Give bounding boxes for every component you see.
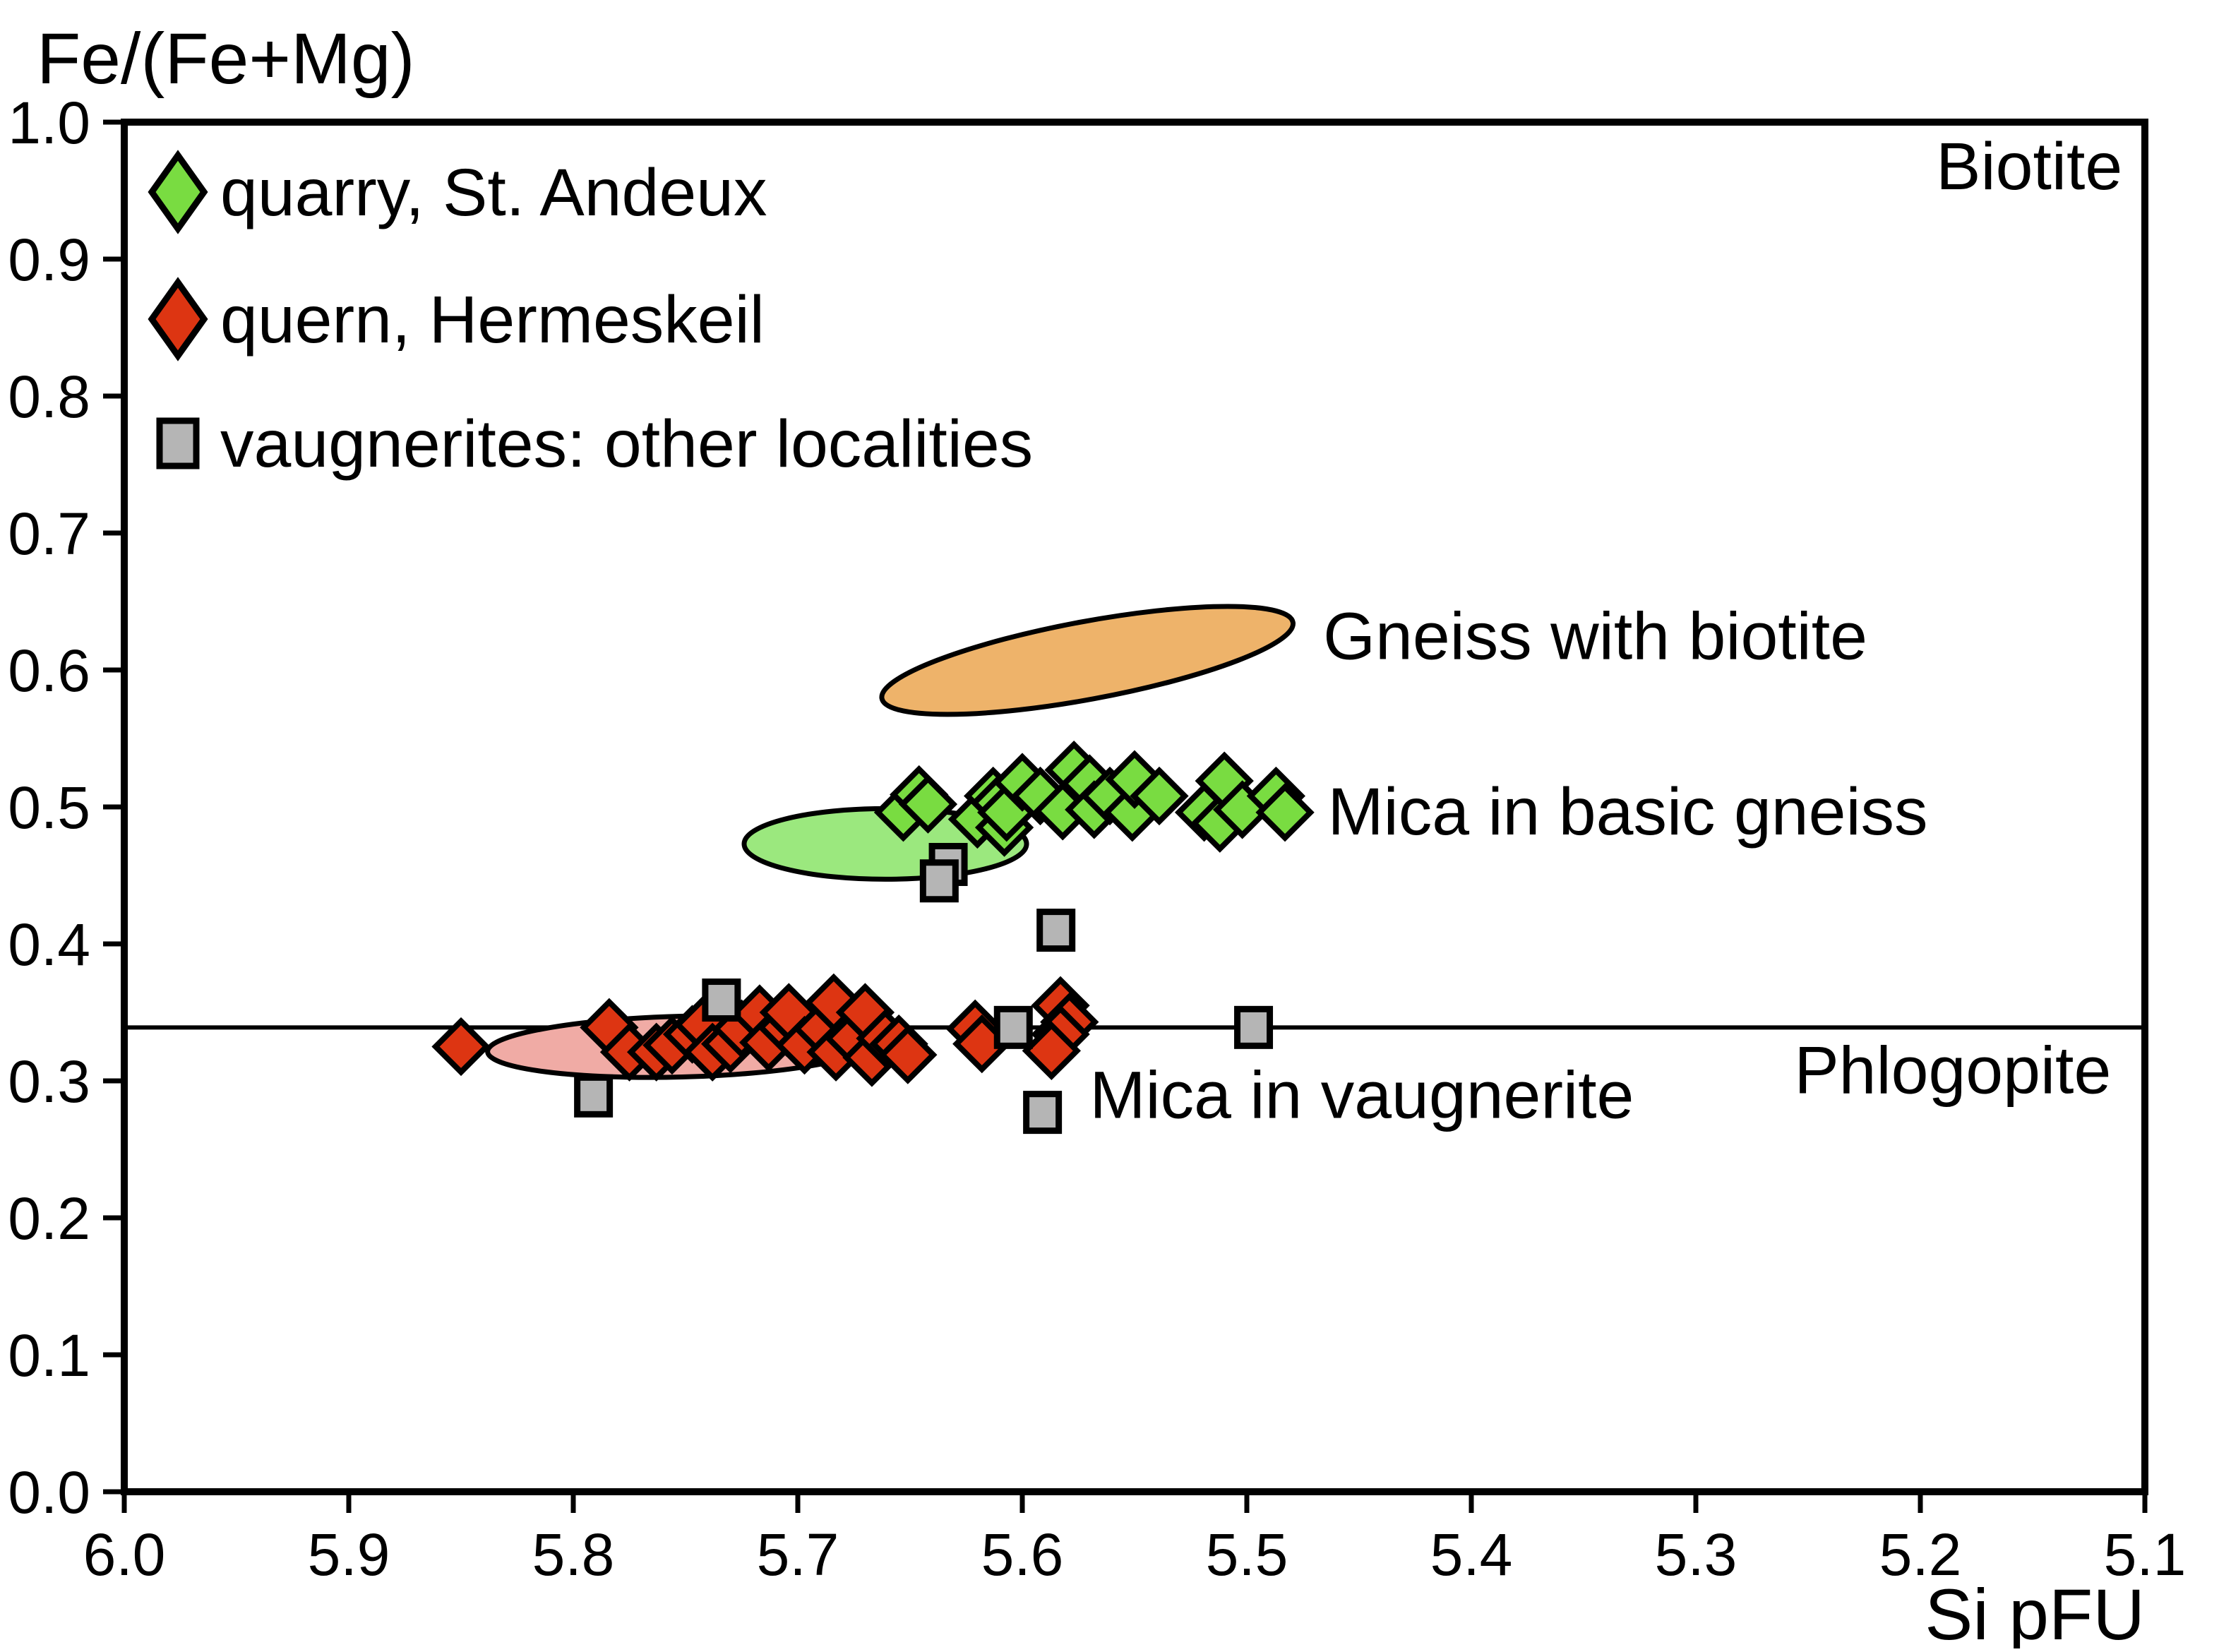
y-tick-label: 0.0: [8, 1459, 90, 1526]
x-tick-label: 5.2: [1879, 1521, 1962, 1588]
legend-label: quern, Hermeskeil: [220, 282, 765, 357]
annotation-biotite: Biotite: [1936, 129, 2122, 204]
axis-titles-layer: Fe/(Fe+Mg) Si pFU: [37, 18, 2145, 1652]
y-tick-label: 1.0: [8, 90, 90, 156]
x-tick-label: 5.7: [757, 1521, 839, 1588]
y-tick-label: 0.4: [8, 911, 90, 978]
legend-marker-diamond: [148, 150, 208, 234]
legend-marker-square: [156, 417, 200, 469]
x-axis-title: Si pFU: [1925, 1574, 2145, 1648]
data-point-vaugnerite-other: [993, 1005, 1033, 1049]
data-point-vaugnerite-other: [574, 1074, 614, 1118]
data-point-quern-hermeskeil: [431, 1017, 491, 1077]
data-point-vaugnerite-other: [1234, 1005, 1274, 1049]
x-tick-label: 5.9: [308, 1521, 390, 1588]
x-tick-label: 5.8: [532, 1521, 615, 1588]
y-tick-label: 0.7: [8, 501, 90, 567]
y-tick-label: 0.6: [8, 638, 90, 704]
annotations-layer: Biotite Phlogopite Gneiss with biotite Mica…: [1089, 129, 2122, 1132]
field-ellipse-gneiss-with-biotite: [879, 604, 1296, 717]
x-tick-label: 5.1: [2104, 1521, 2187, 1588]
axes-layer: 6.0 5.9 5.8 5.7 5.6 5.5 5.4 5.3 5.2 5.1 0.0 0.1 0.2 0…: [8, 90, 2186, 1588]
y-tick-label: 0.5: [8, 774, 90, 841]
data-point-quarry-st-andeux: [1255, 783, 1315, 842]
data-point-vaugnerite-other: [919, 859, 959, 903]
legend-label: quarry, St. Andeux: [220, 155, 767, 230]
y-tick-label: 0.9: [8, 227, 90, 293]
data-point-vaugnerite-other: [1036, 909, 1076, 952]
data-point-vaugnerite-other: [1023, 1091, 1063, 1135]
legend-label: vaugnerites: other localities: [220, 407, 1033, 481]
annotation-gneiss-with-biotite: Gneiss with biotite: [1323, 599, 1867, 674]
annotation-mica-in-basic-gneiss: Mica in basic gneiss: [1327, 774, 1927, 849]
data-point-vaugnerite-other: [702, 978, 741, 1022]
data-point-quern-hermeskeil: [1022, 1021, 1081, 1080]
annotation-phlogopite: Phlogopite: [1794, 1033, 2111, 1108]
y-axis-title: Fe/(Fe+Mg): [37, 18, 415, 99]
data-point-quarry-st-andeux: [898, 774, 958, 834]
annotation-mica-in-vaugnerite: Mica in vaugnerite: [1089, 1058, 1634, 1132]
legend-marker-diamond: [148, 277, 208, 361]
data-points-layer: [431, 740, 1315, 1135]
y-tick-label: 0.3: [8, 1048, 90, 1115]
data-point-quarry-st-andeux: [1130, 766, 1189, 826]
x-tick-label: 5.5: [1206, 1521, 1288, 1588]
x-tick-label: 5.6: [981, 1521, 1064, 1588]
x-tick-label: 5.3: [1655, 1521, 1737, 1588]
x-tick-label: 6.0: [83, 1521, 166, 1588]
data-point-quern-hermeskeil: [878, 1025, 938, 1084]
legend: quarry, St. Andeux quern, Hermeskeil vaugn…: [148, 150, 1033, 481]
y-tick-label: 0.1: [8, 1322, 90, 1389]
y-tick-label: 0.8: [8, 364, 90, 430]
x-tick-label: 5.4: [1430, 1521, 1513, 1588]
y-tick-label: 0.2: [8, 1185, 90, 1252]
